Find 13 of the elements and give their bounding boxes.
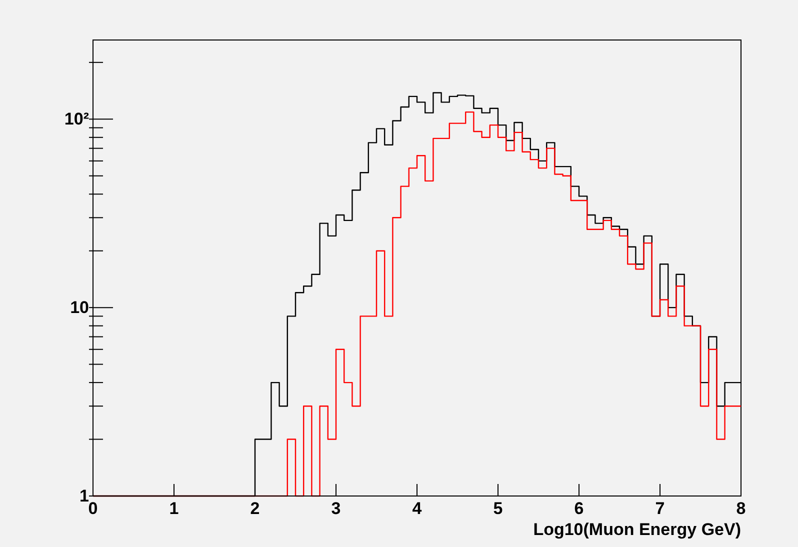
x-tick-label: 1: [169, 499, 179, 518]
y-tick-label: 1: [80, 486, 89, 506]
x-tick-label: 3: [331, 499, 341, 518]
x-tick-label: 0: [88, 499, 98, 518]
y-tick-label: 10: [70, 298, 89, 318]
x-tick-label: 4: [412, 499, 422, 518]
x-tick-label: 2: [250, 499, 260, 518]
x-tick-label: 5: [493, 499, 503, 518]
y-tick-label: 10²: [64, 110, 90, 129]
x-tick-label: 6: [574, 499, 584, 518]
x-tick-label: 7: [655, 499, 665, 518]
x-axis-title: Log10(Muon Energy GeV): [533, 520, 741, 539]
x-tick-label: 8: [736, 499, 746, 518]
